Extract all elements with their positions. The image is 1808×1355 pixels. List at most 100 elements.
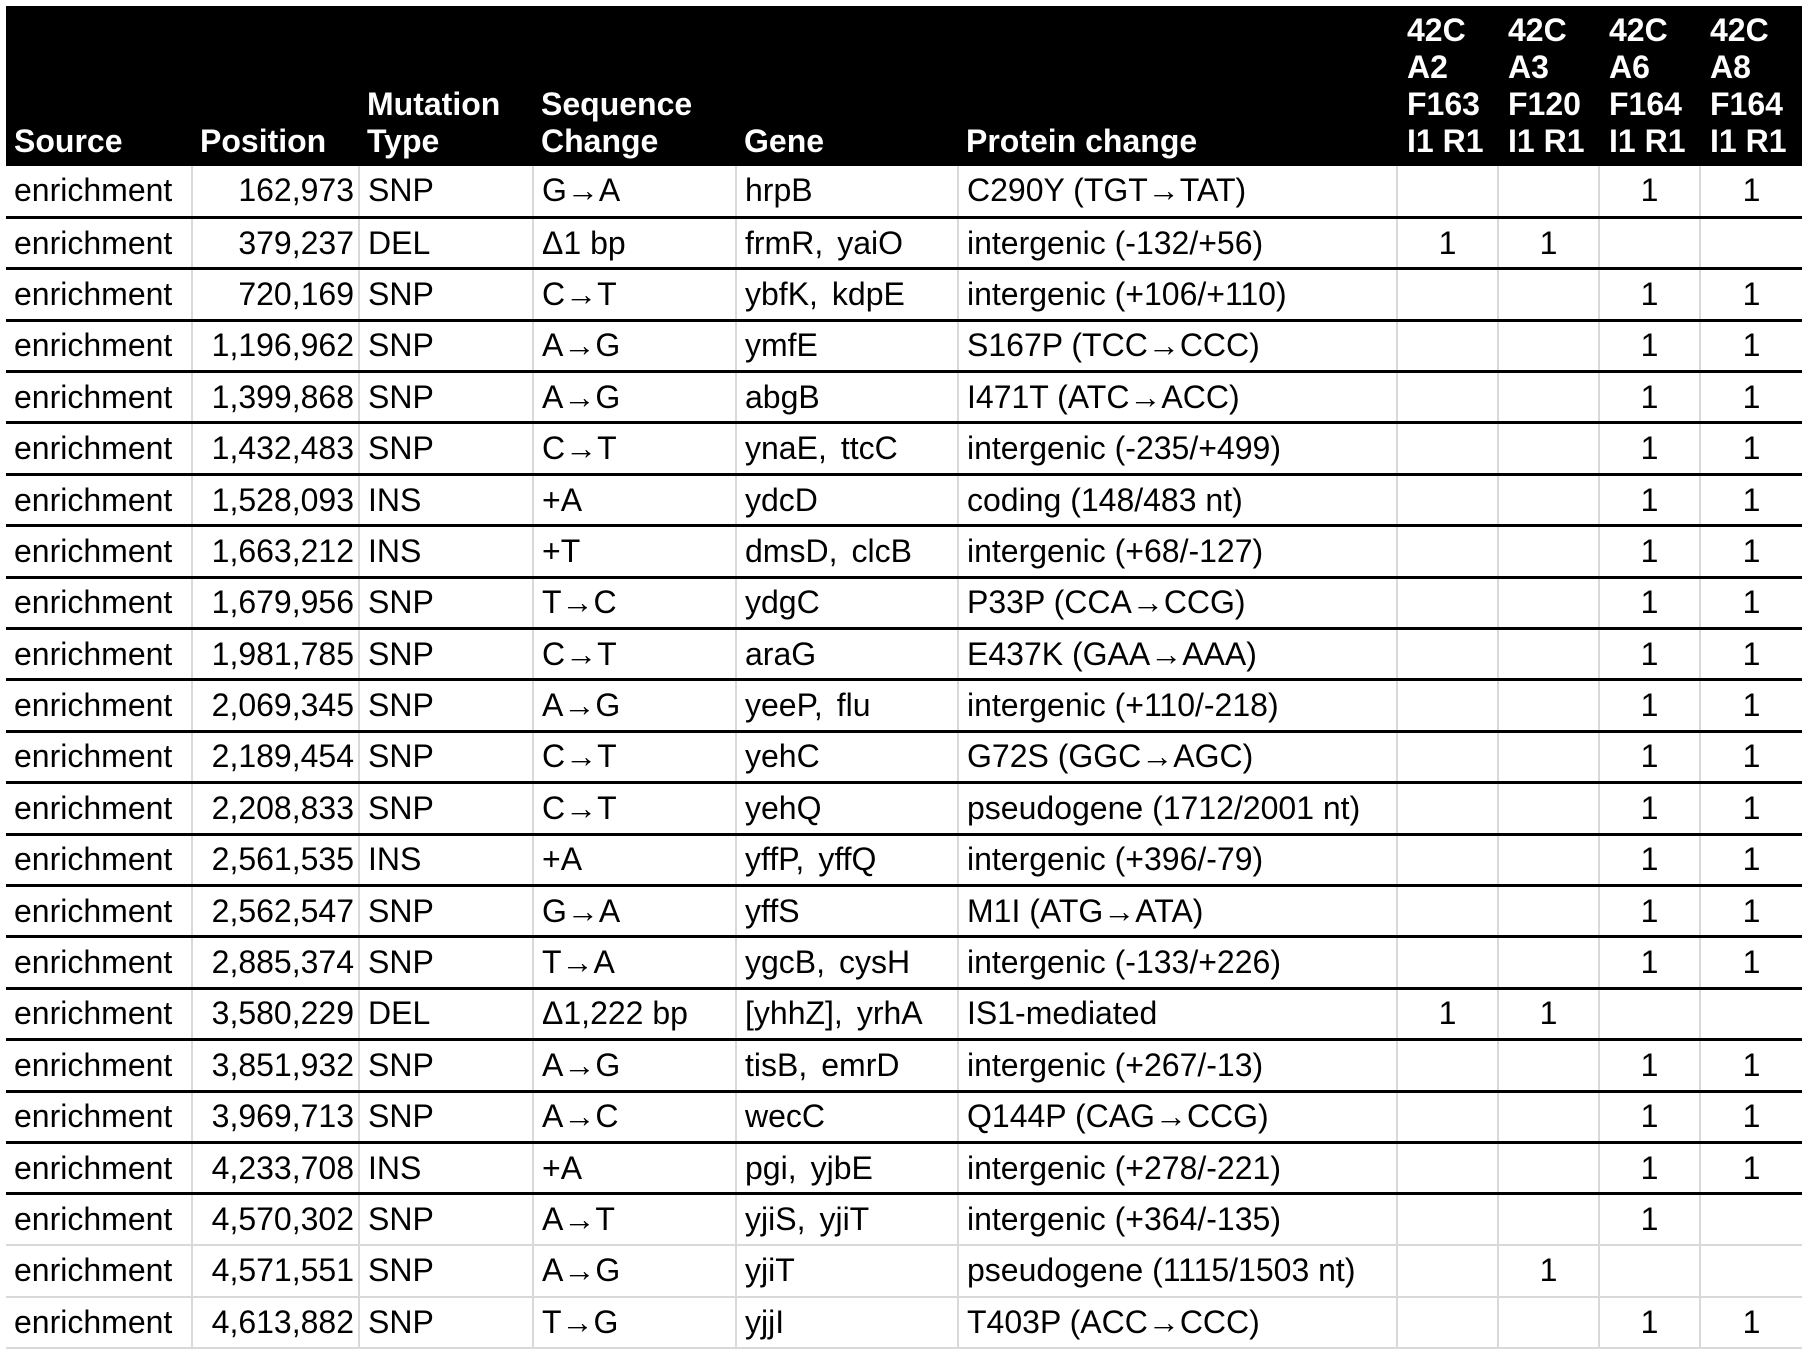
sample-count-cell: 1: [1700, 885, 1802, 939]
table-row: enrichment 2,562,547 SNP G→A yffS M1I (ATG→AT…: [6, 885, 1802, 939]
gene-cell: ygcB, cysH: [736, 936, 959, 990]
table-row: enrichment 3,969,713 SNP A→C wecC Q144P (CAG→…: [6, 1091, 1802, 1144]
column-header: 42C A3 F120 I1 R1: [1498, 6, 1599, 166]
sample-count-cell: [1498, 628, 1600, 682]
sequence-change-cell: Δ1 bp: [533, 217, 737, 271]
gene-cell: frmR, yaiO: [736, 217, 959, 271]
gene-name: hrpB: [745, 172, 813, 209]
sequence-change-cell: A→G: [533, 371, 737, 425]
sequence-change-cell: T→G: [533, 1296, 737, 1349]
sample-count-cell: 1: [1599, 1039, 1701, 1093]
gene-name: yffP,: [745, 841, 805, 878]
sample-count-cell: 1: [1599, 731, 1701, 785]
gene-cell: dmsD, clcB: [736, 525, 959, 579]
sample-count-cell: 1: [1700, 679, 1802, 733]
gene-cell: yffP, yffQ: [736, 834, 959, 887]
column-header: Gene: [736, 6, 958, 166]
source-cell: enrichment: [6, 628, 193, 682]
protein-change-cell: intergenic (+110/‑218): [958, 679, 1398, 733]
protein-change-cell: C290Y (TGT→TAT): [958, 166, 1398, 219]
column-header: 42C A8 F164 I1 R1: [1700, 6, 1802, 166]
sample-count-cell: [1498, 936, 1600, 990]
gene-cell: yffS: [736, 885, 959, 939]
table-row: enrichment 1,196,962 SNP A→G ymfE S167P (TCC→…: [6, 320, 1802, 374]
protein-change-cell: M1I (ATG→ATA): [958, 885, 1398, 939]
table-row: enrichment 2,189,454 SNP C→T yehC G72S (GGC→A…: [6, 731, 1802, 785]
protein-change-cell: intergenic (+267/‑13): [958, 1039, 1398, 1093]
sample-count-cell: 1: [1599, 1142, 1701, 1196]
mutation-type-cell: SNP: [359, 1193, 534, 1247]
mutation-type-cell: DEL: [359, 217, 534, 271]
gene-name: yehC: [745, 738, 820, 775]
position-cell: 1,196,962: [192, 320, 360, 374]
sequence-change-cell: A→C: [533, 1091, 737, 1144]
column-header: 42C A2 F163 I1 R1: [1397, 6, 1498, 166]
source-cell: enrichment: [6, 679, 193, 733]
gene-name: ynaE,: [745, 430, 827, 467]
sample-count-cell: [1498, 1142, 1600, 1196]
position-cell: 1,432,483: [192, 422, 360, 476]
sample-count-cell: [1498, 1039, 1600, 1093]
sequence-change-cell: +A: [533, 474, 737, 528]
sample-count-cell: [1498, 320, 1600, 374]
sample-count-cell: [1498, 834, 1600, 887]
sample-count-cell: [1498, 782, 1600, 836]
sample-count-cell: [1397, 320, 1499, 374]
gene-cell: yehQ: [736, 782, 959, 836]
source-cell: enrichment: [6, 1193, 193, 1247]
gene-name: [yhhZ],: [745, 995, 843, 1032]
mutation-type-cell: SNP: [359, 679, 534, 733]
sample-count-cell: [1397, 885, 1499, 939]
source-cell: enrichment: [6, 371, 193, 425]
source-cell: enrichment: [6, 1142, 193, 1196]
gene-cell: ymfE: [736, 320, 959, 374]
sample-count-cell: 1: [1700, 1296, 1802, 1349]
source-cell: enrichment: [6, 1091, 193, 1144]
sample-count-cell: [1397, 1193, 1499, 1247]
sequence-change-cell: +T: [533, 525, 737, 579]
sample-count-cell: 1: [1599, 628, 1701, 682]
mutation-type-cell: SNP: [359, 885, 534, 939]
sample-count-cell: [1397, 166, 1499, 219]
table-row: enrichment 2,885,374 SNP T→A ygcB, cysH interg…: [6, 936, 1802, 990]
mutation-type-cell: SNP: [359, 936, 534, 990]
sequence-change-cell: C→T: [533, 268, 737, 322]
sample-count-cell: 1: [1700, 474, 1802, 528]
position-cell: 2,208,833: [192, 782, 360, 836]
sequence-change-cell: C→T: [533, 628, 737, 682]
table-row: enrichment 720,169 SNP C→T ybfK, kdpE intergen…: [6, 268, 1802, 322]
sample-count-cell: [1397, 936, 1499, 990]
source-cell: enrichment: [6, 885, 193, 939]
gene-cell: ynaE, ttcC: [736, 422, 959, 476]
sample-count-cell: [1397, 731, 1499, 785]
position-cell: 2,561,535: [192, 834, 360, 887]
gene-name: araG: [745, 635, 817, 672]
sample-count-cell: [1498, 371, 1600, 425]
column-header-line: Type: [367, 123, 440, 159]
sample-count-cell: 1: [1700, 1142, 1802, 1196]
sample-count-cell: 1: [1498, 217, 1600, 271]
sample-count-cell: [1397, 1245, 1499, 1298]
sequence-change-cell: C→T: [533, 782, 737, 836]
position-cell: 720,169: [192, 268, 360, 322]
column-header-line: A2: [1407, 49, 1448, 85]
table-row: enrichment 1,679,956 SNP T→C ydgC P33P (CCA→C…: [6, 577, 1802, 631]
gene-cell: ybfK, kdpE: [736, 268, 959, 322]
table-row: enrichment 1,981,785 SNP C→T araG E437K (GAA→…: [6, 628, 1802, 682]
gene-name: ygcB,: [745, 944, 826, 981]
column-header-line: F120: [1508, 86, 1581, 122]
position-cell: 3,580,229: [192, 988, 360, 1042]
table-row: enrichment 1,399,868 SNP A→G abgB I471T (ATC→…: [6, 371, 1802, 425]
sequence-change-cell: A→G: [533, 320, 737, 374]
position-cell: 4,570,302: [192, 1193, 360, 1247]
sample-count-cell: [1397, 474, 1499, 528]
gene-name: kdpE: [831, 275, 905, 312]
sample-count-cell: [1498, 422, 1600, 476]
table-row: enrichment 1,528,093 INS +A ydcD coding (148/…: [6, 474, 1802, 528]
position-cell: 2,562,547: [192, 885, 360, 939]
mutation-type-cell: SNP: [359, 1296, 534, 1349]
gene-name: frmR,: [745, 224, 824, 261]
protein-change-cell: pseudogene (1712/2001 nt): [958, 782, 1398, 836]
position-cell: 2,885,374: [192, 936, 360, 990]
position-cell: 379,237: [192, 217, 360, 271]
